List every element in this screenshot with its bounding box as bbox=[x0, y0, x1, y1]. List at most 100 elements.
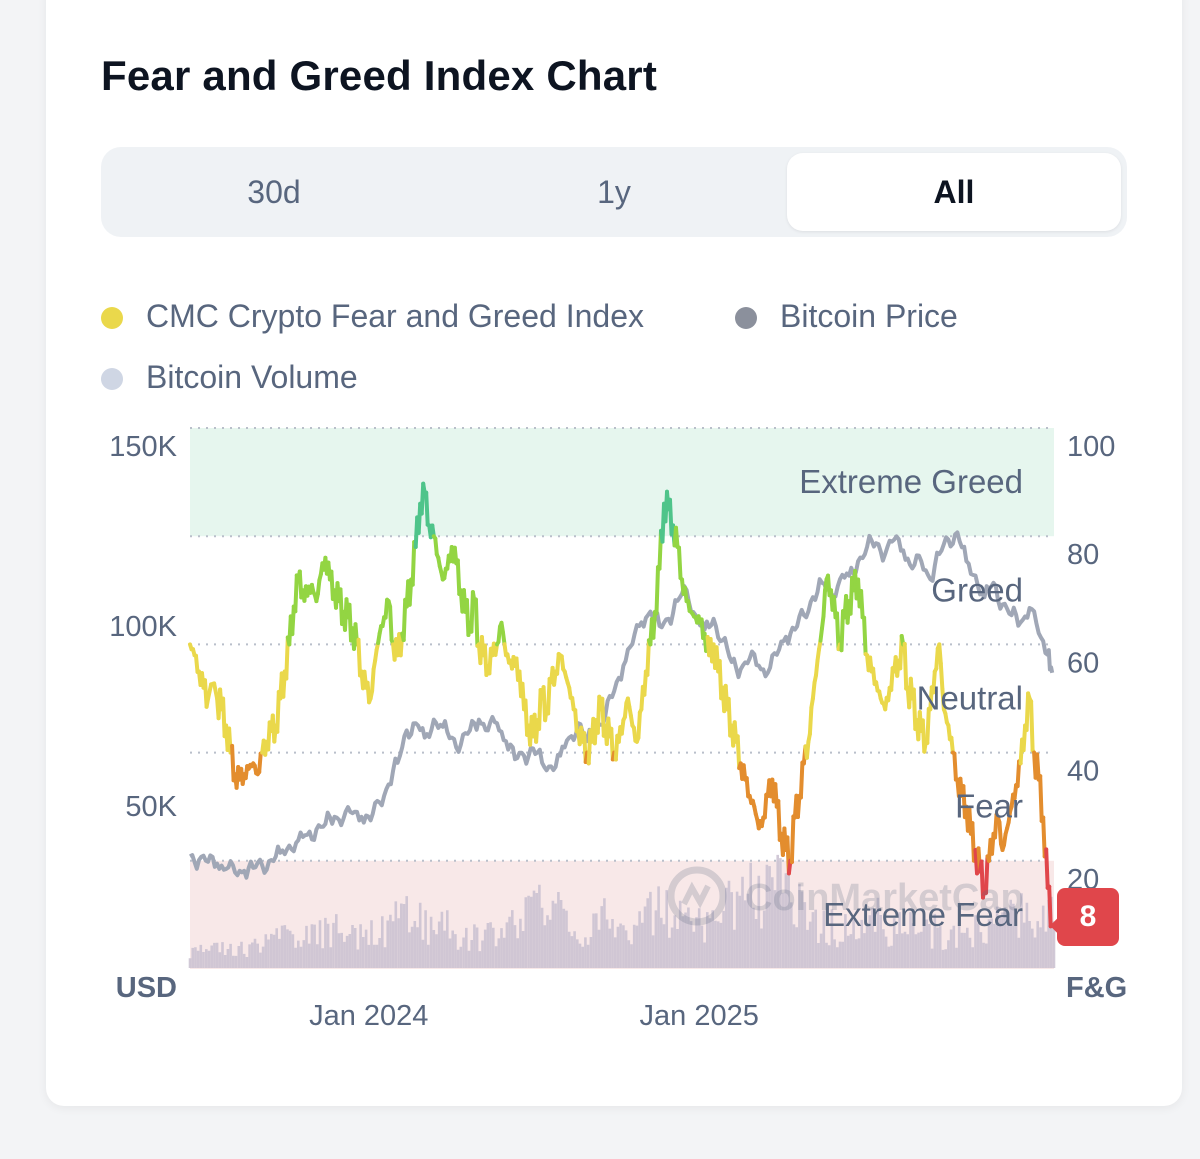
watermark-logo-mark bbox=[681, 881, 711, 909]
legend-label-bitcoin-price[interactable]: Bitcoin Price bbox=[780, 298, 958, 334]
fear-greed-index-line bbox=[188, 481, 1055, 929]
fear-greed-segment bbox=[496, 624, 502, 644]
left-axis-label: USD bbox=[116, 972, 177, 1004]
fear-greed-segment bbox=[645, 638, 651, 677]
bitcoin-volume-bars bbox=[188, 854, 1056, 968]
fear-greed-segment bbox=[940, 687, 946, 712]
tab-all[interactable]: All bbox=[787, 153, 1121, 231]
fear-greed-segment bbox=[835, 611, 841, 652]
fear-greed-segment bbox=[619, 718, 626, 736]
fear-greed-segment bbox=[789, 814, 796, 865]
fear-greed-segment bbox=[925, 706, 931, 745]
fear-greed-segment bbox=[821, 588, 827, 618]
fear-greed-segment bbox=[804, 739, 811, 760]
watermark-text: CoinMarketCap bbox=[745, 877, 1024, 919]
fear-greed-segment bbox=[820, 614, 826, 631]
fear-greed-segment bbox=[859, 589, 865, 620]
fear-greed-segment bbox=[473, 597, 480, 648]
fear-greed-segment bbox=[807, 705, 814, 736]
left-axis-tick: 100K bbox=[109, 611, 177, 643]
watermark-logo-icon bbox=[667, 866, 727, 926]
fear-greed-segment bbox=[931, 669, 937, 695]
fear-greed-segment bbox=[206, 682, 214, 701]
fear-greed-segment bbox=[818, 626, 824, 643]
legend-dot-fear-greed bbox=[101, 307, 123, 329]
zone-label-greed: Greed bbox=[931, 571, 1023, 608]
left-axis-tick: 50K bbox=[125, 791, 177, 823]
fear-greed-segment bbox=[1015, 759, 1022, 789]
zone-label-fear: Fear bbox=[955, 788, 1023, 825]
fear-greed-segment bbox=[293, 573, 299, 614]
right-axis-tick: 80 bbox=[1067, 539, 1099, 571]
fear-greed-segment bbox=[622, 700, 629, 719]
fear-greed-segment bbox=[810, 680, 817, 701]
current-value-label: 8 bbox=[1080, 900, 1097, 933]
right-axis-tick: 60 bbox=[1067, 647, 1099, 679]
left-axis-tick: 150K bbox=[109, 431, 177, 463]
fear-greed-segment bbox=[938, 661, 945, 692]
fear-greed-segment bbox=[555, 652, 561, 676]
fear-greed-segment bbox=[424, 490, 430, 527]
fear-greed-segment bbox=[383, 597, 390, 620]
x-axis-tick: Jan 2025 bbox=[640, 1000, 759, 1032]
fear-greed-segment bbox=[433, 536, 439, 557]
legend-label-bitcoin-volume[interactable]: Bitcoin Volume bbox=[146, 359, 358, 395]
fear-greed-segment bbox=[1024, 691, 1031, 732]
legend-dot-bitcoin-price bbox=[735, 307, 757, 329]
fear-greed-segment bbox=[631, 725, 638, 743]
fear-greed-segment bbox=[934, 646, 940, 671]
zone-label-extreme-greed: Extreme Greed bbox=[799, 463, 1023, 500]
zone-label-neutral: Neutral bbox=[917, 680, 1023, 717]
fear-greed-segment bbox=[937, 642, 943, 666]
fear-greed-segment bbox=[1029, 699, 1035, 753]
right-axis-tick: 100 bbox=[1067, 431, 1115, 463]
fear-greed-segment bbox=[315, 578, 322, 596]
fear-greed-segment bbox=[194, 653, 200, 674]
fear-greed-segment bbox=[762, 792, 769, 820]
fear-greed-segment bbox=[636, 710, 642, 740]
legend-label-fear-greed[interactable]: CMC Crypto Fear and Greed Index bbox=[146, 298, 644, 334]
tab-30d[interactable]: 30d bbox=[247, 174, 301, 210]
fear-greed-segment bbox=[388, 604, 394, 642]
legend-dot-bitcoin-volume bbox=[101, 368, 123, 390]
fear-greed-segment bbox=[795, 793, 802, 819]
fear-greed-segment bbox=[984, 854, 990, 895]
fear-greed-segment bbox=[949, 735, 955, 755]
fear-greed-segment bbox=[674, 525, 680, 549]
fear-greed-segment bbox=[744, 776, 751, 799]
badge-pointer bbox=[1050, 917, 1058, 934]
fear-greed-segment bbox=[862, 615, 868, 656]
fear-greed-segment bbox=[356, 637, 362, 678]
zone-label-extreme-fear: Extreme Fear bbox=[823, 896, 1023, 933]
fear-greed-segment bbox=[455, 558, 462, 596]
fear-greed-segment bbox=[559, 654, 566, 672]
fear-greed-segment bbox=[1038, 774, 1044, 823]
badge-box bbox=[1057, 888, 1119, 946]
right-axis-tick: 40 bbox=[1067, 756, 1099, 788]
bitcoin-price-line bbox=[189, 530, 1055, 880]
fear-greed-segment bbox=[1047, 884, 1053, 929]
fear-greed-segment bbox=[573, 708, 579, 734]
fear-greed-segment bbox=[952, 751, 958, 782]
current-value-badge: 8 bbox=[1050, 888, 1119, 946]
fear-greed-segment bbox=[651, 609, 657, 640]
coinmarketcap-watermark: CoinMarketCap bbox=[667, 866, 1024, 926]
fear-greed-segment bbox=[546, 676, 552, 716]
fear-greed-segment bbox=[1044, 847, 1050, 890]
fear-greed-segment bbox=[677, 545, 683, 580]
fear-greed-segment bbox=[683, 585, 689, 604]
fear-greed-segment bbox=[257, 751, 263, 775]
fear-greed-segment bbox=[902, 641, 909, 691]
fear-greed-segment bbox=[997, 820, 1003, 846]
fear-greed-segment bbox=[370, 667, 376, 693]
right-axis-label: F&G bbox=[1066, 972, 1127, 1004]
fear-greed-segment bbox=[654, 565, 660, 616]
fear-greed-segment bbox=[410, 540, 417, 587]
x-axis-tick: Jan 2024 bbox=[309, 1000, 428, 1032]
extreme-greed-zone bbox=[190, 428, 1054, 537]
page-title: Fear and Greed Index Chart bbox=[101, 52, 658, 99]
fear-greed-segment bbox=[798, 760, 805, 800]
tab-1y[interactable]: 1y bbox=[597, 174, 631, 210]
timeframe-tabs: 30d 1y All bbox=[101, 147, 1127, 237]
